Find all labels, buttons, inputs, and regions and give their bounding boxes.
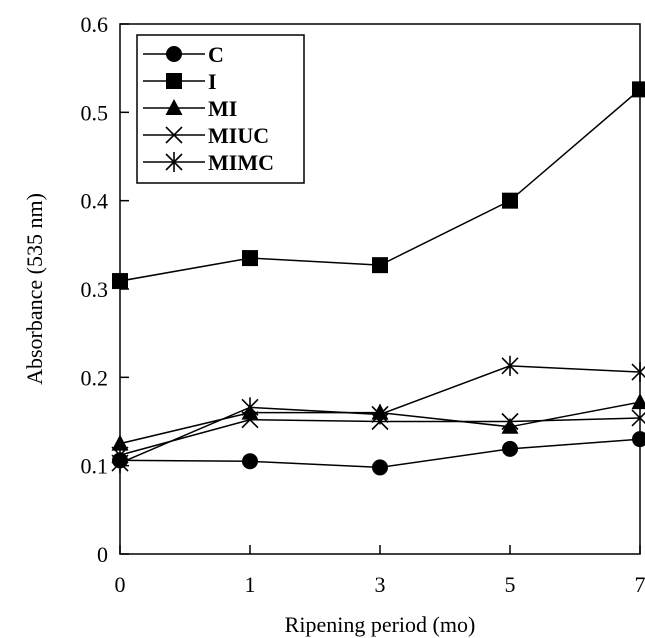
x-tick-label: 3	[375, 572, 386, 597]
data-point-i	[242, 250, 258, 267]
legend-label: C	[208, 42, 224, 67]
data-point-mimc	[111, 453, 129, 474]
legend-label: I	[208, 69, 217, 94]
data-point-mimc	[371, 404, 389, 425]
y-tick-label: 0	[97, 542, 108, 567]
data-point-mimc	[241, 397, 259, 418]
y-tick-label: 0.1	[81, 454, 109, 479]
data-point-i	[632, 81, 645, 98]
data-point-i	[112, 273, 128, 290]
legend-label: MIUC	[208, 123, 269, 148]
legend-marker-i	[166, 73, 182, 89]
data-point-i	[502, 192, 518, 209]
data-point-mi	[631, 393, 645, 410]
legend-label: MIMC	[208, 150, 274, 175]
data-point-mimc	[501, 355, 519, 376]
data-point-c	[242, 453, 258, 470]
legend-item-mimc: MIMC	[143, 150, 274, 175]
series-layer	[111, 81, 645, 476]
data-point-c	[502, 440, 518, 457]
y-axis-title: Absorbance (535 nm)	[22, 193, 47, 385]
x-tick-label: 0	[115, 572, 126, 597]
legend-marker-mimc	[165, 152, 183, 172]
data-point-mi	[111, 434, 129, 451]
legend-label: MI	[208, 96, 237, 121]
data-point-c	[372, 459, 388, 476]
y-axis-ticks: 0 0.1 0.2 0.3 0.4 0.5 0.6	[81, 12, 129, 567]
data-point-miuc	[241, 411, 259, 429]
data-point-c	[632, 431, 645, 448]
y-tick-label: 0.4	[81, 189, 109, 214]
data-point-mimc	[631, 362, 645, 383]
legend-item-mi: MI	[143, 96, 237, 121]
legend-marker-mi	[165, 99, 183, 115]
data-point-miuc	[631, 409, 645, 427]
legend-marker-miuc	[165, 126, 183, 144]
legend-item-miuc: MIUC	[143, 123, 269, 148]
data-point-miuc	[501, 412, 519, 431]
y-tick-label: 0.2	[81, 365, 109, 390]
y-tick-label: 0.3	[81, 277, 109, 302]
legend-box	[136, 34, 305, 184]
data-point-mi	[501, 417, 519, 434]
x-tick-label: 5	[505, 572, 516, 597]
legend-marker-c	[166, 46, 182, 62]
data-point-i	[372, 257, 388, 274]
y-tick-label: 0.6	[81, 12, 109, 37]
x-axis-title: Ripening period (mo)	[285, 612, 476, 637]
x-tick-label: 7	[635, 572, 645, 597]
y-tick-label: 0.5	[81, 100, 109, 125]
legend-item-i: I	[143, 69, 217, 94]
x-axis-ticks: 0 1 3 5 7	[115, 545, 645, 597]
legend-item-c: C	[143, 42, 224, 67]
x-tick-label: 1	[245, 572, 256, 597]
